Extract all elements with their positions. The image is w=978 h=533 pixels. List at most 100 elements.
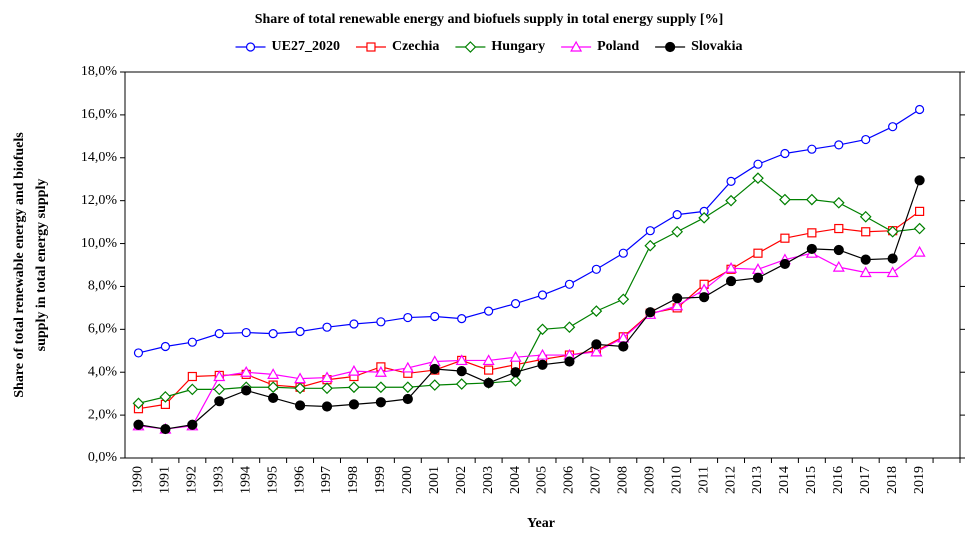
legend-item: Hungary bbox=[455, 39, 545, 54]
series bbox=[133, 104, 925, 358]
point bbox=[564, 279, 575, 289]
x-tick-label: 2018 bbox=[885, 466, 900, 494]
x-tick-label: 2009 bbox=[642, 466, 657, 494]
plot-frame bbox=[124, 71, 961, 459]
point bbox=[725, 194, 737, 207]
point bbox=[484, 306, 494, 316]
x-tick-label: 2002 bbox=[454, 466, 469, 494]
series bbox=[133, 175, 925, 435]
point bbox=[832, 196, 845, 209]
point bbox=[267, 368, 280, 379]
point bbox=[672, 293, 683, 304]
point bbox=[564, 356, 575, 367]
chart-title: Share of total renewable energy and biof… bbox=[255, 12, 724, 27]
point bbox=[510, 299, 521, 309]
point bbox=[160, 341, 171, 352]
y-tick-label: 10,0% bbox=[81, 236, 118, 251]
point bbox=[509, 374, 522, 387]
x-tick-label: 1995 bbox=[265, 466, 280, 494]
point bbox=[806, 193, 818, 206]
x-tick-label: 2019 bbox=[912, 466, 927, 494]
point bbox=[644, 239, 657, 252]
y-tick-label: 14,0% bbox=[81, 150, 118, 165]
point bbox=[833, 244, 844, 256]
point bbox=[834, 140, 844, 150]
point bbox=[570, 40, 583, 52]
point bbox=[241, 327, 251, 338]
x-tick-label: 1992 bbox=[185, 466, 200, 494]
point bbox=[753, 159, 763, 169]
point bbox=[213, 383, 226, 396]
point bbox=[267, 381, 279, 394]
x-tick-label: 1997 bbox=[319, 466, 334, 494]
y-tick-label: 12,0% bbox=[81, 193, 118, 208]
x-tick-label: 1993 bbox=[211, 466, 226, 494]
point bbox=[483, 377, 494, 389]
point bbox=[672, 210, 682, 220]
point bbox=[132, 397, 145, 410]
x-tick-label: 2015 bbox=[804, 466, 819, 494]
point bbox=[464, 41, 477, 53]
y-axis-label: Share of total renewable energy and biof… bbox=[12, 132, 27, 398]
point bbox=[294, 372, 307, 384]
point bbox=[699, 292, 710, 303]
x-tick-label: 2017 bbox=[858, 466, 873, 494]
point bbox=[509, 350, 522, 362]
point bbox=[294, 400, 306, 411]
point bbox=[245, 42, 256, 52]
point bbox=[591, 339, 602, 350]
point bbox=[832, 260, 845, 272]
point bbox=[753, 248, 763, 258]
point bbox=[887, 253, 898, 264]
point bbox=[268, 329, 278, 339]
point bbox=[860, 254, 871, 265]
point bbox=[913, 245, 926, 257]
x-tick-label: 2013 bbox=[750, 466, 765, 494]
point bbox=[349, 319, 359, 329]
point bbox=[590, 305, 603, 317]
point bbox=[240, 365, 253, 377]
point bbox=[348, 399, 360, 410]
point bbox=[322, 322, 332, 332]
point bbox=[725, 275, 737, 287]
point bbox=[725, 261, 738, 273]
point bbox=[537, 359, 548, 370]
y-tick-label: 16,0% bbox=[81, 107, 118, 122]
x-tick-label: 1996 bbox=[292, 466, 307, 494]
x-tick-label: 1999 bbox=[373, 466, 388, 494]
point bbox=[482, 354, 495, 366]
point bbox=[780, 233, 790, 243]
y-axis-label: supply in total energy supply bbox=[34, 179, 49, 352]
point bbox=[455, 354, 468, 366]
point bbox=[295, 326, 305, 337]
point bbox=[241, 385, 252, 396]
x-tick-label: 2004 bbox=[508, 466, 523, 494]
point bbox=[347, 364, 360, 376]
point bbox=[617, 293, 630, 306]
legend: UE27_2020 Czechia Hungary Poland Slovakia bbox=[235, 39, 742, 54]
point bbox=[806, 243, 817, 255]
x-tick-label: 2003 bbox=[481, 466, 496, 494]
point bbox=[429, 363, 440, 375]
point bbox=[320, 371, 334, 383]
point bbox=[859, 210, 872, 223]
point bbox=[698, 211, 710, 224]
point bbox=[645, 226, 655, 236]
point bbox=[366, 42, 376, 52]
legend-label: Poland bbox=[597, 39, 639, 54]
legend-item: Slovakia bbox=[655, 39, 742, 54]
point bbox=[834, 223, 844, 234]
x-tick-label: 2011 bbox=[696, 466, 711, 493]
point bbox=[618, 341, 629, 352]
legend-item: Poland bbox=[561, 39, 639, 54]
legend-item: UE27_2020 bbox=[235, 39, 340, 54]
x-tick-label: 1990 bbox=[131, 466, 146, 494]
x-tick-label: 2001 bbox=[427, 466, 442, 494]
series-line bbox=[138, 210, 920, 410]
point bbox=[859, 266, 872, 278]
x-axis-label: Year bbox=[527, 516, 555, 531]
point bbox=[455, 378, 468, 390]
x-tick-label: 2005 bbox=[535, 466, 550, 494]
point bbox=[914, 206, 925, 216]
